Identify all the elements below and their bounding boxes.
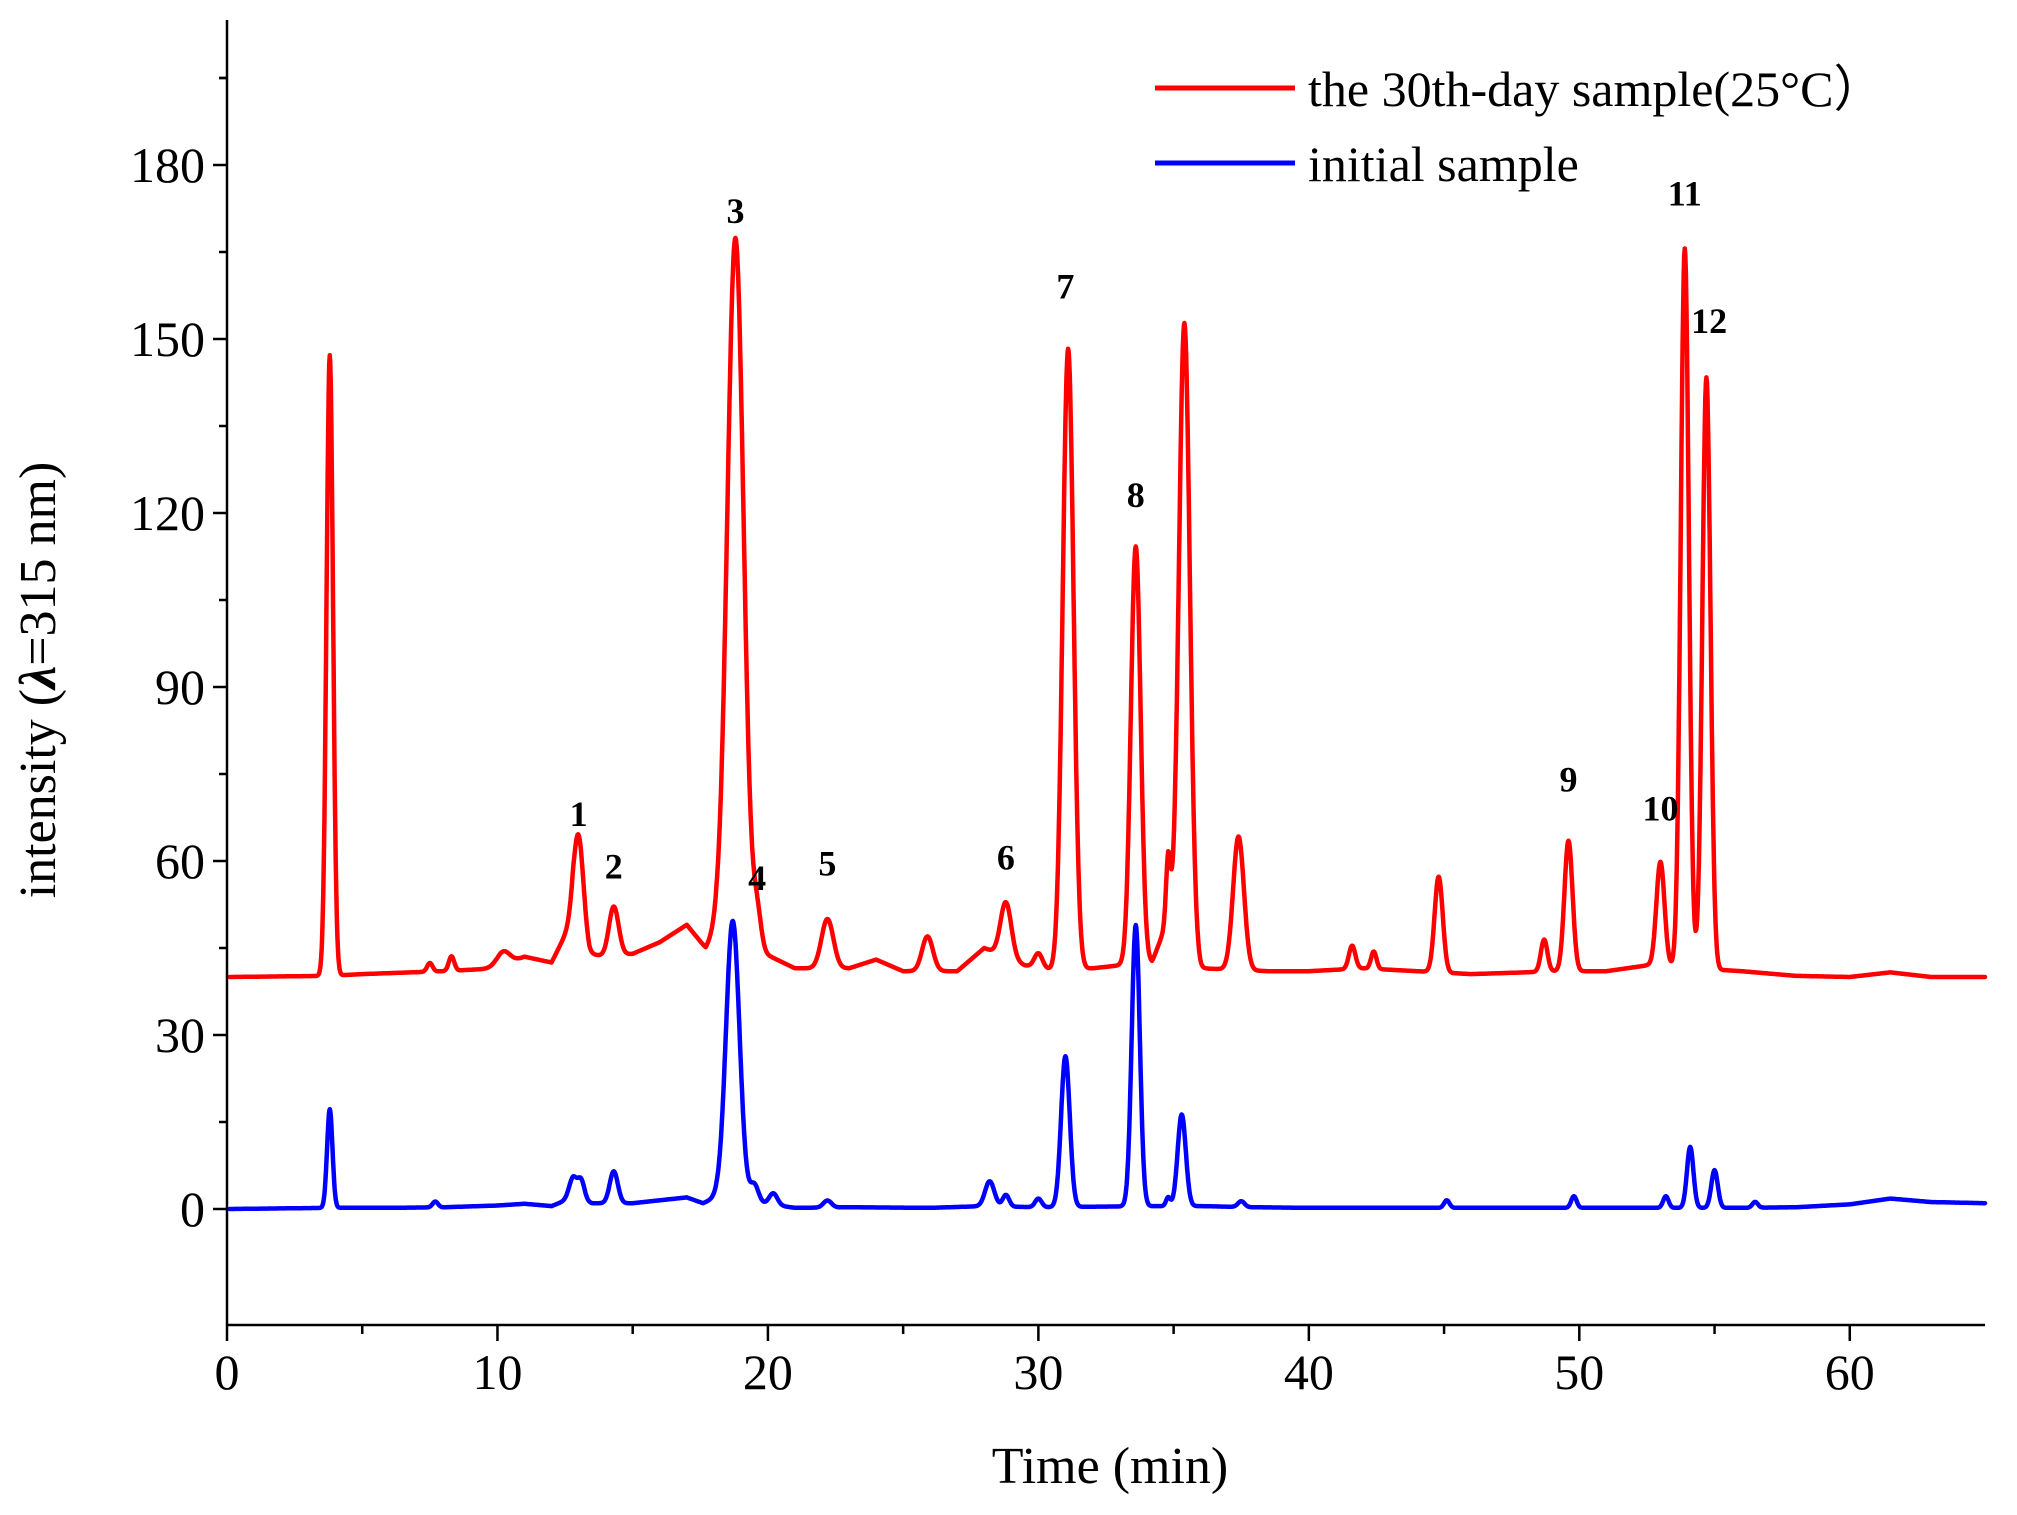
y-axis-title-prefix: intensity ( [10, 689, 67, 898]
x-tick-label: 60 [1825, 1344, 1875, 1400]
peak-label-5: 5 [818, 844, 836, 884]
peak-label-4: 4 [748, 858, 766, 898]
y-tick-label: 30 [155, 1007, 205, 1063]
legend: the 30th-day sample(25°C） initial sample [1155, 61, 1883, 192]
peak-label-9: 9 [1559, 759, 1577, 799]
series-line-0 [227, 235, 1988, 980]
peak-label-7: 7 [1056, 266, 1074, 306]
peak-label-6: 6 [997, 838, 1015, 878]
y-tick-label: 60 [155, 833, 205, 889]
x-tick-label: 0 [215, 1344, 240, 1400]
y-tick-label: 90 [155, 659, 205, 715]
y-axis-title-symbol: λ [10, 666, 67, 691]
x-axis-title: Time (min) [992, 1438, 1228, 1495]
y-tick-label: 180 [130, 137, 205, 193]
x-tick-label: 50 [1554, 1344, 1604, 1400]
peak-label-8: 8 [1127, 475, 1145, 515]
peak-label-12: 12 [1691, 301, 1727, 341]
legend-label-initial: initial sample [1308, 136, 1579, 192]
y-tick-label: 120 [130, 485, 205, 541]
y-tick-label: 0 [180, 1181, 205, 1237]
axes-layer: 0 10 20 30 40 50 60 0 30 60 90 120 150 180 [130, 20, 1985, 1400]
peak-label-2: 2 [605, 846, 623, 886]
x-tick-label: 40 [1284, 1344, 1334, 1400]
y-axis-title: intensity (λ=315 nm) [10, 462, 67, 899]
peak-label-11: 11 [1668, 174, 1702, 214]
legend-label-30th-day: the 30th-day sample(25°C） [1308, 61, 1883, 117]
series-line-1 [227, 918, 1988, 1212]
peak-label-1: 1 [570, 794, 588, 834]
peak-label-3: 3 [726, 191, 744, 231]
peak-label-10: 10 [1642, 788, 1678, 828]
y-tick-label: 150 [130, 311, 205, 367]
x-tick-label: 30 [1013, 1344, 1063, 1400]
x-tick-label: 20 [743, 1344, 793, 1400]
x-tick-label: 10 [472, 1344, 522, 1400]
y-axis-title-suffix: =315 nm) [10, 462, 67, 666]
plot-layer [227, 235, 1988, 1212]
